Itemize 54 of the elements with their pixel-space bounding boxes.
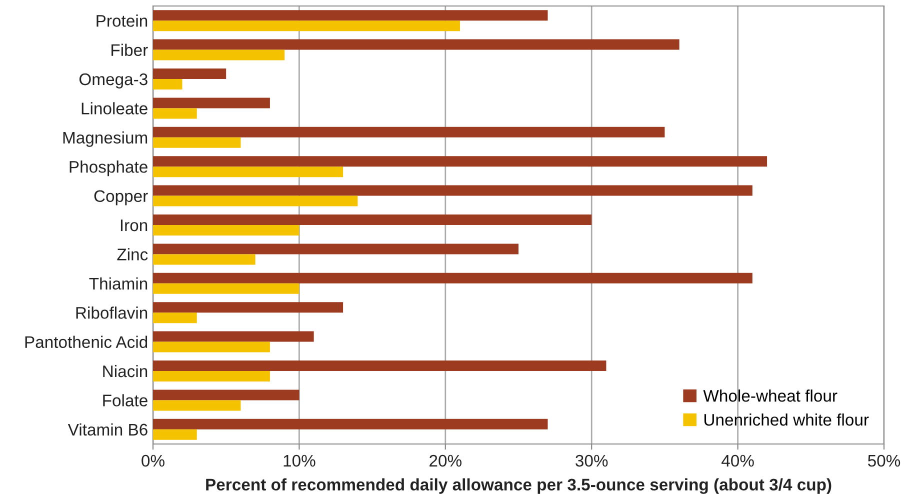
y-tick-label: Fiber: [112, 44, 148, 56]
y-tick-label: Zinc: [117, 248, 148, 260]
bar: [153, 98, 270, 108]
bar: [153, 196, 358, 206]
x-tick-label: 10%: [284, 454, 316, 467]
y-tick-label: Thiamin: [89, 277, 148, 290]
y-tick-label: Protein: [96, 14, 148, 27]
bar: [153, 312, 197, 324]
bar: [153, 79, 182, 90]
bar: [153, 331, 314, 342]
legend-label: Whole-wheat flour: [703, 390, 838, 402]
bar: [153, 302, 344, 313]
y-tick-label: Copper: [94, 190, 148, 206]
bar: [153, 68, 226, 79]
y-tick-label: Vitamin B6: [68, 423, 148, 436]
y-tick-label: Folate: [103, 394, 148, 406]
bar: [153, 429, 197, 440]
bar: [153, 166, 344, 178]
bar: [153, 400, 241, 411]
bar: [153, 360, 606, 371]
bar: [153, 390, 300, 400]
bar: [153, 225, 300, 236]
bar: [153, 156, 768, 167]
bar: [153, 342, 270, 352]
y-tick-label: Niacin: [103, 364, 148, 378]
bar: [153, 418, 548, 430]
y-tick-label: Linoleate: [82, 102, 148, 114]
bar: [153, 39, 680, 50]
x-tick-label: 0%: [142, 454, 164, 467]
y-tick-label: Phosphate: [70, 160, 148, 176]
bar: [153, 108, 197, 119]
bar: [153, 371, 270, 382]
y-tick-label: Pantothenic Acid: [25, 336, 148, 348]
bar: [153, 283, 300, 294]
bar: [153, 20, 460, 32]
bar: [153, 185, 752, 196]
bar: [153, 10, 548, 21]
bar: [153, 137, 241, 148]
x-tick-label: 40%: [722, 454, 754, 467]
bar: [153, 50, 285, 60]
bar: [153, 214, 592, 225]
y-tick-label: Omega-3: [79, 73, 148, 88]
y-tick-label: Riboflavin: [76, 306, 148, 319]
bar: [153, 272, 752, 284]
bar: [153, 126, 665, 138]
y-tick-label: Magnesium: [63, 131, 148, 147]
legend-label: Unenriched white flour: [704, 413, 869, 426]
x-tick-label: 50%: [868, 454, 900, 467]
x-tick-label: 20%: [430, 454, 462, 467]
bar: [153, 254, 256, 265]
bar: [153, 244, 518, 254]
x-axis-title: Percent of recommended daily allowance per 3.5-ounce serving (about 3/4 cup): [206, 478, 832, 494]
y-tick-label: Iron: [120, 220, 148, 232]
x-tick-label: 30%: [576, 454, 608, 467]
